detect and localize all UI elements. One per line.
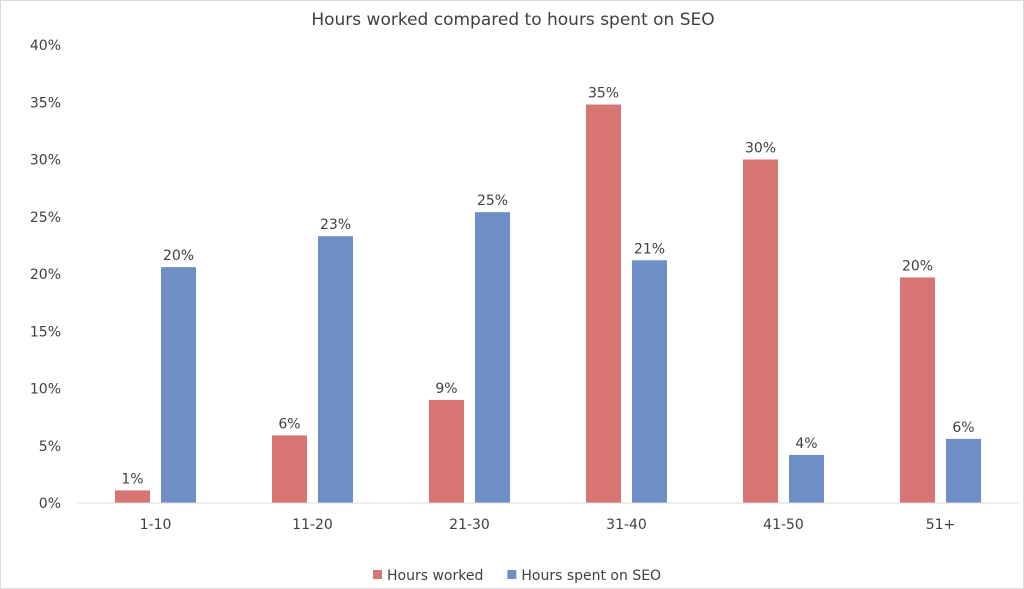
data-label: 4% bbox=[795, 436, 817, 452]
y-tick-label: 30% bbox=[30, 153, 61, 169]
y-tick-label: 25% bbox=[30, 210, 61, 226]
bar-hours-seo bbox=[946, 438, 981, 503]
data-label: 6% bbox=[278, 416, 300, 432]
bars: 1% 20% 6% 23% 9% 25% 35% 21% 30% 4% 20% 6% bbox=[115, 86, 981, 504]
legend-swatch bbox=[373, 570, 382, 579]
data-label: 21% bbox=[634, 241, 665, 257]
y-axis: 0% 5% 10% 15% 20% 25% 30% 35% 40% bbox=[30, 38, 61, 512]
x-tick-label: 1-10 bbox=[140, 517, 172, 533]
chart-title: Hours worked compared to hours spent on … bbox=[311, 10, 714, 30]
x-tick-label: 21-30 bbox=[449, 517, 490, 533]
y-tick-label: 10% bbox=[30, 382, 61, 398]
x-tick-label: 51+ bbox=[926, 517, 956, 533]
bar-hours-seo bbox=[475, 212, 510, 504]
x-tick-label: 41-50 bbox=[763, 517, 804, 533]
legend-swatch bbox=[507, 570, 517, 579]
data-label: 20% bbox=[163, 248, 194, 264]
bar-hours-worked bbox=[743, 159, 778, 503]
legend-label: Hours worked bbox=[387, 568, 483, 584]
bar-hours-worked bbox=[115, 490, 150, 503]
data-label: 23% bbox=[320, 217, 351, 233]
data-label: 20% bbox=[902, 258, 933, 274]
bar-hours-worked bbox=[272, 435, 307, 503]
legend-label: Hours spent on SEO bbox=[521, 568, 661, 584]
bar-hours-worked bbox=[900, 277, 935, 503]
bar-hours-seo bbox=[789, 454, 824, 503]
data-label: 35% bbox=[588, 86, 619, 102]
bar-hours-worked bbox=[429, 399, 464, 503]
bar-hours-seo bbox=[632, 260, 667, 503]
data-label: 1% bbox=[121, 471, 143, 487]
data-label: 25% bbox=[477, 193, 508, 209]
bar-hours-worked bbox=[586, 104, 621, 503]
bar-hours-seo bbox=[318, 236, 353, 503]
x-axis: 1-10 11-20 21-30 31-40 41-50 51+ bbox=[77, 502, 1019, 533]
y-tick-label: 15% bbox=[30, 324, 61, 340]
data-label: 30% bbox=[745, 141, 776, 157]
data-label: 9% bbox=[435, 381, 457, 397]
y-tick-label: 40% bbox=[30, 38, 61, 54]
y-tick-label: 5% bbox=[39, 439, 61, 455]
legend: Hours worked Hours spent on SEO bbox=[373, 568, 661, 584]
x-tick-label: 31-40 bbox=[606, 517, 647, 533]
y-tick-label: 20% bbox=[30, 267, 61, 283]
y-tick-label: 35% bbox=[30, 95, 61, 111]
data-label: 6% bbox=[952, 420, 974, 436]
bar-hours-seo bbox=[161, 267, 196, 503]
x-tick-label: 11-20 bbox=[292, 517, 333, 533]
y-tick-label: 0% bbox=[39, 496, 61, 512]
